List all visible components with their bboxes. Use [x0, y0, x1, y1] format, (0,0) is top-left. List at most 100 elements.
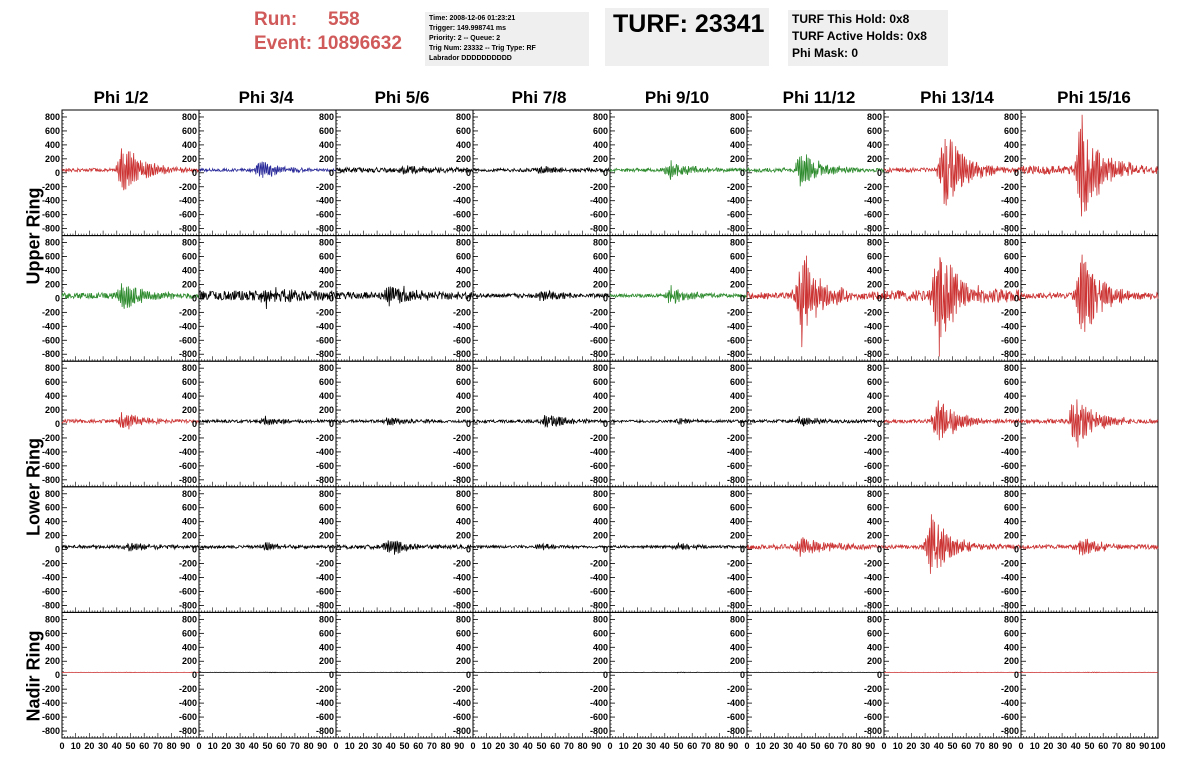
y-tick-label: -800: [590, 726, 608, 736]
y-tick-label: -200: [590, 559, 608, 569]
y-tick-label: -800: [179, 726, 197, 736]
y-tick-label: -400: [42, 698, 60, 708]
y-tick-label: 800: [182, 363, 197, 373]
x-tick-label: 50: [810, 741, 820, 751]
y-tick-label: 200: [730, 154, 745, 164]
y-tick-label: 400: [730, 517, 745, 527]
y-tick-label: 400: [593, 391, 608, 401]
x-tick-label: 10: [71, 741, 81, 751]
y-tick-label: 600: [45, 252, 60, 262]
y-tick-label: 0: [740, 670, 745, 680]
y-tick-label: 800: [319, 614, 334, 624]
y-tick-label: -400: [1001, 196, 1019, 206]
y-tick-label: -600: [42, 586, 60, 596]
y-tick-label: 200: [319, 656, 334, 666]
y-tick-label: -800: [864, 475, 882, 485]
y-tick-label: 600: [456, 503, 471, 513]
y-tick-label: -200: [864, 182, 882, 192]
panel-r0-c2: -800 -600 -400 -200 0 200 400 600 800: [316, 109, 474, 237]
y-tick-label: 800: [182, 238, 197, 248]
panel-r0-c3: -800 -600 -400 -200 0 200 400 600 800: [453, 109, 611, 237]
x-tick-label: 70: [290, 741, 300, 751]
y-tick-label: -200: [590, 182, 608, 192]
y-tick-label: -600: [864, 461, 882, 471]
y-tick-label: 400: [456, 517, 471, 527]
x-tick-label: 80: [304, 741, 314, 751]
x-tick-label: 70: [427, 741, 437, 751]
x-tick-label: 40: [1071, 741, 1081, 751]
y-tick-label: -600: [727, 461, 745, 471]
y-tick-label: 200: [593, 405, 608, 415]
y-tick-label: -200: [727, 684, 745, 694]
y-tick-label: 0: [55, 293, 60, 303]
y-tick-label: 800: [867, 363, 882, 373]
x-tick-label: 20: [769, 741, 779, 751]
panel-r3-c5: -800 -600 -400 -200 0 200 400 600 800: [727, 486, 885, 613]
y-tick-label: -400: [590, 573, 608, 583]
waveform-trace: [1020, 114, 1159, 217]
y-tick-label: 0: [1014, 293, 1019, 303]
panel-r4-c1: -800 -600 -400 -200 0 200 400 600 800: [179, 611, 337, 739]
x-tick-label: 0: [59, 741, 64, 751]
panel-r0-c7: -800 -600 -400 -200 0 200 400 600 800: [1001, 109, 1159, 237]
y-tick-label: -400: [42, 196, 60, 206]
panel-r4-c3: -800 -600 -400 -200 0 200 400 600 800: [453, 611, 611, 739]
y-tick-label: 600: [1004, 628, 1019, 638]
y-tick-label: 200: [182, 531, 197, 541]
y-tick-label: -200: [1001, 433, 1019, 443]
y-tick-label: 600: [456, 377, 471, 387]
y-tick-label: 800: [456, 614, 471, 624]
y-tick-label: -600: [316, 461, 334, 471]
y-tick-label: -600: [1001, 210, 1019, 220]
y-tick-label: 0: [329, 419, 334, 429]
info-time: Time: 2008-12-06 01:23:21: [429, 15, 516, 22]
y-tick-label: 800: [456, 489, 471, 499]
x-tick-label: 40: [797, 741, 807, 751]
info-trigger: Trigger: 149.998741 ms: [429, 25, 507, 32]
y-tick-label: -600: [453, 335, 471, 345]
y-tick-label: -400: [864, 447, 882, 457]
panel-r3-c4: -800 -600 -400 -200 0 200 400 600 800: [590, 486, 748, 613]
y-tick-label: -400: [590, 698, 608, 708]
y-tick-label: -600: [590, 586, 608, 596]
y-tick-label: 400: [730, 140, 745, 150]
y-tick-label: 600: [593, 377, 608, 387]
x-tick-label: 30: [98, 741, 108, 751]
y-tick-label: 400: [182, 517, 197, 527]
y-tick-label: 0: [329, 670, 334, 680]
y-tick-label: 200: [1004, 405, 1019, 415]
x-tick-label: 10: [1030, 741, 1040, 751]
y-tick-label: 600: [182, 503, 197, 513]
y-tick-label: 800: [319, 363, 334, 373]
y-tick-label: 200: [182, 405, 197, 415]
y-tick-label: 400: [319, 517, 334, 527]
y-tick-label: 600: [730, 377, 745, 387]
waveform-trace: [472, 165, 611, 174]
y-tick-label: -400: [179, 698, 197, 708]
y-tick-label: -800: [590, 349, 608, 359]
panel-r3-c0: -800 -600 -400 -200 0 200 400 600 800: [42, 486, 200, 613]
y-tick-label: -400: [316, 447, 334, 457]
y-tick-label: -800: [316, 726, 334, 736]
y-tick-label: -800: [179, 349, 197, 359]
waveform-trace: [883, 671, 1022, 674]
run-value: 558: [328, 9, 360, 30]
y-tick-label: 200: [319, 279, 334, 289]
y-tick-label: -600: [590, 712, 608, 722]
y-tick-label: 400: [867, 265, 882, 275]
y-tick-label: -600: [316, 210, 334, 220]
y-tick-label: -800: [864, 726, 882, 736]
y-tick-label: 0: [55, 419, 60, 429]
y-tick-label: -200: [179, 182, 197, 192]
x-tick-label: 90: [865, 741, 875, 751]
y-tick-label: 600: [319, 126, 334, 136]
y-tick-label: -200: [727, 433, 745, 443]
y-tick-label: -600: [42, 461, 60, 471]
x-tick-label: 90: [454, 741, 464, 751]
y-tick-label: 600: [319, 252, 334, 262]
y-tick-label: 600: [867, 503, 882, 513]
panel-r1-c6: -800 -600 -400 -200 0 200 400 600 800: [864, 235, 1022, 362]
y-tick-label: 600: [456, 628, 471, 638]
y-tick-label: -800: [453, 726, 471, 736]
